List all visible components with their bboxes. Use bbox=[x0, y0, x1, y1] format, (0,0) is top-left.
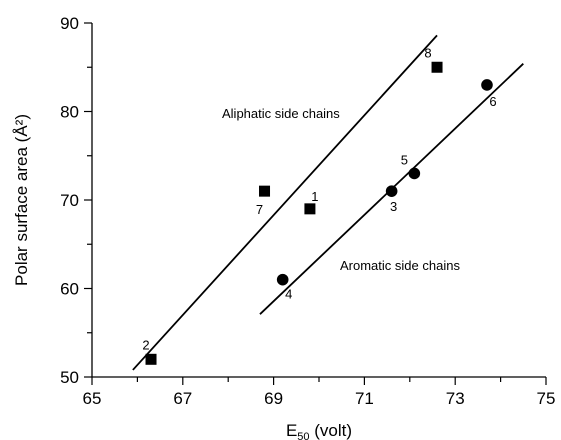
point-number-label: 3 bbox=[390, 199, 397, 214]
x-axis-title-main: E bbox=[286, 421, 297, 440]
y-tick-label: 70 bbox=[60, 191, 79, 210]
point-number-label: 7 bbox=[256, 202, 263, 217]
annotation-aliphatic: Aliphatic side chains bbox=[222, 106, 340, 121]
x-tick-label: 65 bbox=[83, 389, 102, 408]
y-axis: 50 60 70 80 90 bbox=[60, 14, 93, 387]
point-number-label: 4 bbox=[285, 287, 292, 302]
y-tick-label: 90 bbox=[60, 14, 79, 33]
x-tick-label: 71 bbox=[355, 389, 374, 408]
data-point-square bbox=[304, 203, 316, 215]
point-number-label: 5 bbox=[401, 152, 408, 167]
data-point-circle bbox=[481, 79, 493, 91]
y-tick-label: 50 bbox=[60, 368, 79, 387]
x-tick-group: 65 67 69 71 73 75 bbox=[83, 377, 556, 408]
point-number-label: 2 bbox=[142, 337, 149, 352]
data-point-circle bbox=[408, 167, 421, 180]
point-number-label: 8 bbox=[424, 45, 431, 60]
x-tick-label: 67 bbox=[173, 389, 192, 408]
x-axis: 65 67 69 71 73 75 bbox=[83, 376, 556, 408]
data-point-square bbox=[145, 353, 157, 365]
annotation-aromatic: Aromatic side chains bbox=[340, 258, 460, 273]
x-tick-label: 75 bbox=[537, 389, 556, 408]
data-point-group bbox=[145, 61, 493, 365]
x-tick-label: 73 bbox=[446, 389, 465, 408]
data-point-square bbox=[259, 185, 271, 197]
y-tick-label: 80 bbox=[60, 103, 79, 122]
fit-line-aliphatic bbox=[132, 34, 438, 371]
point-label-group: 2 7 1 8 4 3 5 6 bbox=[142, 45, 496, 352]
x-tick-label: 69 bbox=[264, 389, 283, 408]
y-tick-label: 60 bbox=[60, 280, 79, 299]
y-axis-title: Polar surface area (Å²) bbox=[12, 114, 31, 286]
data-point-circle bbox=[385, 185, 398, 197]
x-axis-title: E50 (volt) bbox=[286, 421, 352, 440]
point-number-label: 6 bbox=[489, 94, 496, 109]
fit-line-group bbox=[132, 34, 524, 371]
data-point-square bbox=[431, 61, 443, 73]
point-number-label: 1 bbox=[311, 189, 318, 204]
y-tick-group: 50 60 70 80 90 bbox=[60, 14, 92, 387]
x-axis-title-unit: (volt) bbox=[310, 421, 353, 440]
data-point-circle bbox=[276, 273, 289, 286]
x-axis-title-subscript: 50 bbox=[297, 431, 309, 440]
